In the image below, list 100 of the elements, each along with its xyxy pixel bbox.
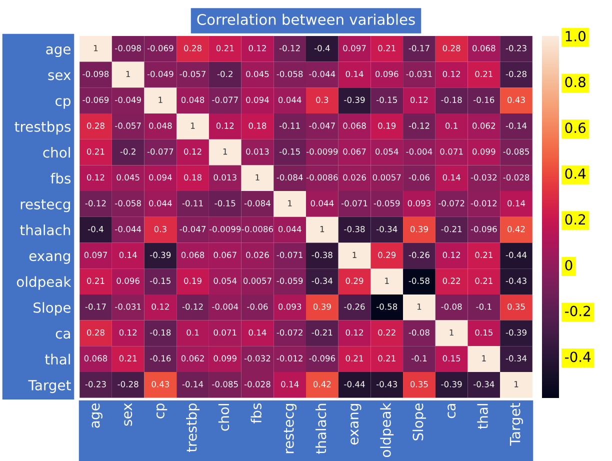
data-label: -0.58	[408, 278, 430, 284]
data-label: 0.044	[278, 96, 302, 103]
data-label: 0.28	[184, 44, 202, 52]
data-label: 1	[385, 278, 389, 284]
data-label: -0.08	[408, 329, 430, 336]
data-label: 0.42	[313, 381, 331, 388]
data-label: -0.12	[85, 200, 106, 206]
data-label: 0.12	[119, 329, 137, 336]
data-label: -0.39	[506, 329, 526, 336]
data-label: -0.26	[408, 252, 430, 258]
data-label: 0.045	[246, 70, 269, 78]
data-label: 0.3	[154, 226, 166, 232]
data-label: 0.18	[184, 174, 202, 181]
data-label: -0.14	[182, 381, 204, 388]
data-label: -0.58	[376, 303, 398, 310]
data-label: 0.14	[248, 329, 266, 336]
data-label: 0.054	[214, 278, 237, 284]
data-label: 0.12	[248, 44, 266, 52]
data-label: -0.096	[470, 226, 497, 232]
data-label: -0.057	[115, 122, 141, 129]
data-label: -0.4	[88, 226, 104, 232]
data-label: -0.057	[180, 70, 206, 78]
data-label: 0.35	[508, 303, 525, 310]
data-label: -0.047	[180, 226, 206, 232]
data-label: 0.094	[246, 96, 269, 103]
data-label: -0.2	[217, 70, 232, 78]
data-label: 0.21	[475, 70, 492, 78]
y-tick-label: Target	[28, 380, 71, 394]
data-label: 0.12	[442, 70, 460, 78]
data-label: -0.032	[244, 355, 270, 362]
color-bar-label: 0	[565, 260, 572, 270]
data-label: -0.12	[408, 122, 430, 129]
data-label: 0.071	[214, 329, 236, 336]
data-label: -0.069	[82, 96, 109, 103]
data-label: 0.099	[472, 148, 496, 155]
data-label: -0.031	[406, 70, 432, 78]
data-label: 0.12	[410, 96, 428, 103]
data-label: 0.054	[375, 148, 398, 155]
data-label: 0.28	[87, 122, 104, 129]
data-label: 0.097	[343, 44, 366, 52]
data-label: -0.077	[212, 96, 238, 103]
data-label: 0.39	[313, 303, 331, 310]
x-tick-label: Target	[510, 403, 523, 446]
data-label: -0.44	[344, 381, 365, 388]
y-tick-label: age	[46, 46, 70, 58]
data-label: -0.12	[279, 44, 300, 52]
x-tick-label: chol	[218, 404, 230, 431]
data-label: 0.097	[84, 252, 107, 258]
data-label: 1	[450, 329, 454, 336]
data-label: -0.39	[441, 381, 462, 388]
data-label: -0.004	[212, 303, 238, 310]
data-label: -0.071	[276, 252, 302, 258]
data-label: -0.34	[474, 381, 494, 388]
data-label: 0.21	[378, 355, 396, 362]
data-label: 0.044	[310, 200, 334, 206]
y-tick-label: cp	[56, 98, 70, 109]
data-label: 0.21	[216, 44, 234, 52]
color-bar-label: 0.2	[565, 214, 586, 225]
data-label: -0.072	[276, 329, 302, 336]
data-label: 0.062	[181, 355, 204, 362]
data-label: 0.094	[149, 174, 172, 181]
data-label: -0.15	[214, 200, 236, 206]
data-label: -0.39	[344, 96, 365, 103]
data-label: 0.044	[278, 226, 302, 232]
data-label: 0.35	[410, 381, 428, 388]
data-label: 0.12	[184, 148, 202, 155]
data-label: -0.085	[503, 148, 529, 155]
data-label: -0.21	[441, 226, 462, 232]
data-label: 0.068	[181, 252, 204, 258]
data-label: -0.28	[506, 70, 526, 78]
chart-title: Correlation between variables	[197, 14, 415, 25]
data-label: 0.068	[472, 44, 496, 52]
data-label: 0.026	[246, 252, 269, 258]
y-tick-label: oldpeak	[16, 276, 72, 290]
data-label: 0.048	[149, 122, 172, 129]
data-label: -0.047	[309, 122, 335, 129]
data-label: -0.12	[182, 303, 203, 310]
data-label: -0.028	[503, 174, 530, 181]
y-tick-label: thalach	[20, 224, 70, 236]
data-label: 0.026	[343, 174, 366, 181]
data-label: -0.072	[438, 200, 464, 206]
data-label: 0.15	[475, 329, 492, 336]
y-tick-label: thal	[44, 354, 70, 365]
data-label: 0.18	[248, 122, 266, 129]
y-tick-label: fbs	[50, 172, 71, 184]
data-label: 1	[191, 122, 195, 129]
data-label: -0.0099	[306, 148, 338, 155]
x-tick-label: exang	[350, 404, 362, 445]
color-bar-label: 0.4	[565, 168, 586, 179]
color-bar-label: 1.0	[566, 30, 586, 42]
data-label: -0.34	[312, 278, 332, 284]
data-label: 0.013	[214, 174, 236, 181]
data-label: 0.19	[184, 278, 202, 284]
data-label: -0.17	[85, 303, 106, 310]
data-label: 0.0057	[372, 174, 401, 181]
data-label: 0.1	[445, 122, 458, 129]
color-bar-label: 0.8	[565, 76, 586, 88]
data-label: 0.099	[214, 355, 236, 362]
data-label: 0.068	[343, 122, 366, 129]
data-label: -0.06	[247, 303, 268, 310]
